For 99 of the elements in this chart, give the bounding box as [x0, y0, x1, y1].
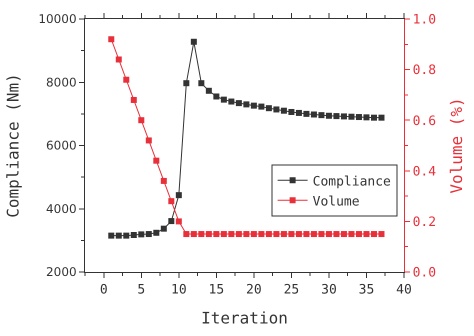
point [206, 88, 212, 94]
y-tick-label: 2000 [46, 265, 77, 280]
point [370, 231, 377, 238]
x-axis-title: Iteration [201, 308, 288, 328]
x-tick-label: 5 [137, 282, 146, 298]
point [198, 80, 204, 86]
point [296, 231, 302, 238]
point [168, 198, 174, 204]
point [326, 231, 332, 238]
x-tick-label: 15 [208, 282, 224, 298]
legend-label: Compliance [312, 174, 392, 190]
y2-tick-label: 0.0 [412, 266, 436, 281]
point [123, 232, 130, 239]
x-tick-label: 0 [100, 282, 108, 298]
point [236, 100, 242, 106]
point [250, 231, 257, 238]
point [116, 56, 122, 62]
y-tick-label: 8000 [46, 75, 77, 90]
point [153, 230, 160, 236]
point [258, 231, 264, 238]
point [310, 231, 317, 238]
point [280, 231, 287, 238]
point [333, 113, 340, 120]
x-tick-label: 35 [358, 282, 374, 298]
point [146, 231, 152, 238]
point [258, 104, 264, 110]
point [220, 231, 227, 238]
x-tick-label: 25 [284, 282, 300, 298]
point [303, 231, 310, 238]
y2-tick-label: 0.2 [412, 214, 436, 230]
x-tick-label: 30 [321, 282, 337, 298]
point [340, 231, 347, 238]
y2-tick-label: 1.0 [412, 12, 436, 28]
point [138, 117, 144, 124]
x-tick-label: 10 [170, 282, 187, 298]
point [318, 112, 324, 118]
point [288, 108, 294, 115]
y-tick-label: 6000 [46, 138, 77, 153]
point [370, 114, 377, 121]
x-tick-label: 40 [396, 282, 412, 298]
point [108, 232, 114, 239]
point [236, 231, 242, 238]
point [168, 218, 174, 224]
point [130, 232, 137, 238]
point [356, 231, 362, 238]
point [220, 96, 227, 103]
point [228, 231, 234, 238]
point [198, 231, 204, 238]
point [160, 178, 167, 184]
y2-tick-label: 0.6 [412, 114, 436, 129]
point [243, 231, 250, 238]
point [273, 106, 280, 112]
y-tick-label: 10000 [38, 12, 77, 26]
point [363, 231, 370, 238]
y-tick-label: 4000 [46, 202, 77, 216]
point [333, 231, 340, 238]
point [108, 36, 114, 42]
point [176, 192, 182, 198]
point [266, 231, 272, 238]
point [356, 114, 362, 120]
point [266, 105, 272, 112]
point [348, 114, 354, 120]
point [190, 231, 197, 238]
point [243, 101, 250, 108]
point [363, 114, 370, 120]
x-tick-label: 20 [246, 282, 262, 298]
point [130, 96, 137, 103]
point [116, 232, 122, 239]
point [378, 231, 384, 238]
point [213, 231, 220, 238]
point [160, 226, 167, 232]
point [288, 231, 294, 238]
point [176, 218, 182, 224]
point [280, 108, 287, 114]
y2-axis-title: Volume (%) [446, 97, 466, 194]
point [213, 93, 220, 100]
y2-tick-label: 0.8 [412, 63, 436, 78]
point [340, 113, 347, 120]
point [183, 231, 190, 238]
point [318, 231, 324, 238]
point [296, 110, 302, 116]
legend-label: Volume [312, 194, 360, 210]
point [123, 76, 130, 83]
point [348, 231, 354, 238]
point [273, 231, 280, 238]
point [326, 112, 332, 119]
point [303, 110, 310, 117]
y-axis-title: Compliance (Nm) [3, 73, 22, 218]
y2-tick-label: 0.4 [412, 164, 436, 180]
point [378, 114, 384, 121]
point [138, 231, 144, 238]
point [206, 231, 212, 238]
point [146, 137, 152, 144]
point [153, 158, 160, 164]
point [190, 38, 197, 45]
point [228, 98, 234, 105]
point [183, 80, 190, 86]
point [250, 102, 257, 109]
point [310, 112, 317, 118]
